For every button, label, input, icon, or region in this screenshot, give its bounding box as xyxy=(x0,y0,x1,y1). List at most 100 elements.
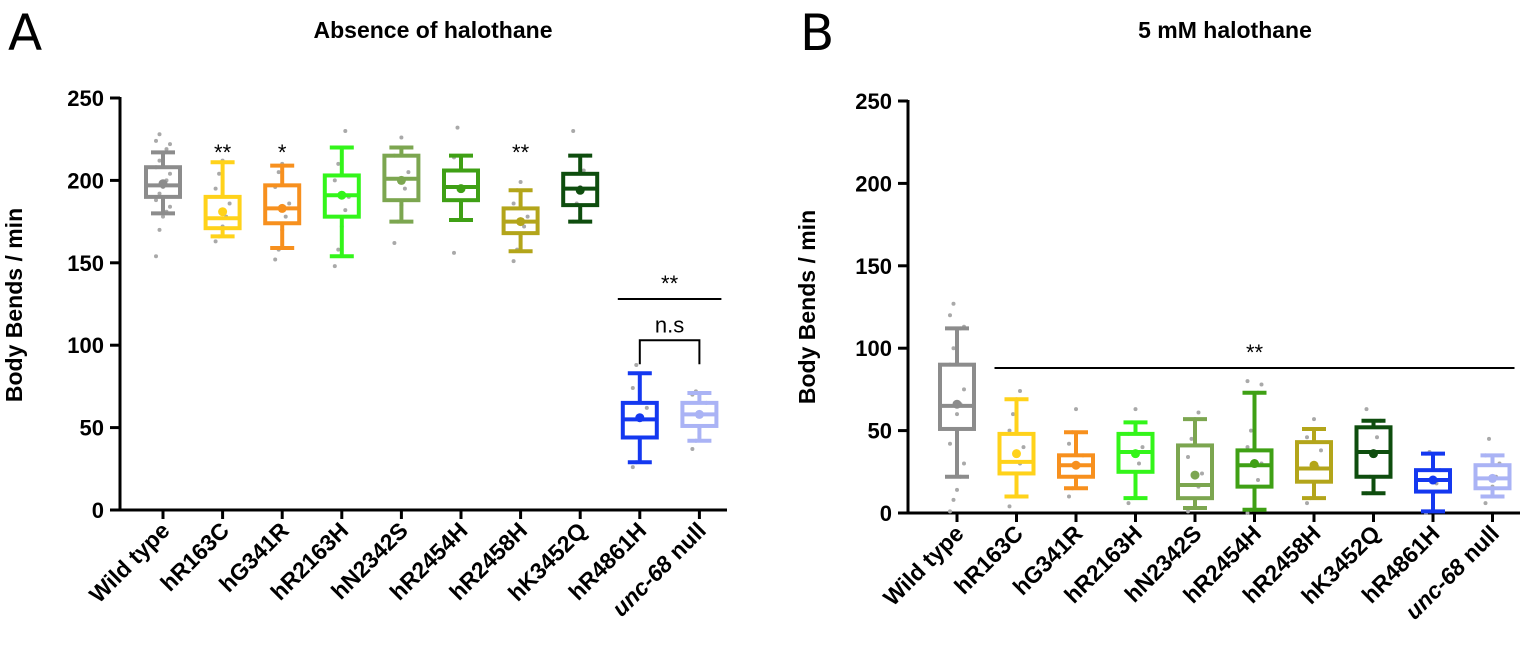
y-tick-label: 100 xyxy=(67,333,104,358)
data-point xyxy=(452,250,456,255)
data-point xyxy=(630,386,635,391)
panel-letter-b: B xyxy=(800,4,834,62)
data-point xyxy=(157,158,162,163)
y-tick-label: 200 xyxy=(67,168,104,193)
data-point xyxy=(951,497,956,502)
y-tick-label: 250 xyxy=(855,89,892,114)
box-iqr xyxy=(997,431,1036,476)
data-point xyxy=(402,186,407,191)
data-point xyxy=(1249,428,1253,433)
data-point xyxy=(161,214,165,219)
box-mean xyxy=(277,203,287,213)
significance-label: n.s xyxy=(655,312,684,337)
data-point xyxy=(343,208,348,213)
significance-bracket xyxy=(638,339,701,365)
data-point xyxy=(948,509,952,514)
data-point xyxy=(1256,478,1260,483)
box-mean xyxy=(1190,470,1200,480)
y-tick-label: 150 xyxy=(855,254,892,279)
data-point xyxy=(511,201,516,206)
y-tick-label: 0 xyxy=(92,498,104,523)
data-point xyxy=(634,362,639,367)
data-point xyxy=(581,168,586,173)
data-point xyxy=(332,264,337,269)
significance-label: ** xyxy=(661,271,679,296)
data-point xyxy=(287,201,292,206)
data-point xyxy=(1074,407,1078,412)
data-point xyxy=(525,214,530,219)
box-mean xyxy=(337,190,347,200)
data-point xyxy=(1245,445,1250,450)
data-point xyxy=(1140,445,1145,450)
data-point xyxy=(1487,436,1491,441)
box-mean xyxy=(456,184,466,194)
data-point xyxy=(511,259,516,264)
data-point xyxy=(1189,436,1194,441)
data-point xyxy=(336,247,341,252)
box-iqr xyxy=(1295,440,1333,484)
significance-label: ** xyxy=(214,140,232,165)
data-point xyxy=(1133,407,1138,412)
data-point xyxy=(1007,504,1012,509)
data-point xyxy=(217,171,222,176)
panel-b: B 5 mM halothane Body Bends / min 0 50 100… xyxy=(794,4,1520,624)
data-point xyxy=(168,204,172,209)
data-point xyxy=(1483,501,1488,506)
box-mean xyxy=(218,207,228,217)
data-point xyxy=(336,161,341,166)
data-point xyxy=(455,125,460,130)
box-iqr xyxy=(938,362,976,431)
panel-letter-a: A xyxy=(8,4,42,62)
data-point xyxy=(955,412,959,417)
box-mean xyxy=(1369,449,1378,459)
data-point xyxy=(951,301,956,306)
box-iqr xyxy=(1235,448,1274,489)
data-point xyxy=(644,405,649,410)
data-point xyxy=(1305,501,1309,506)
y-tick-label: 150 xyxy=(67,251,104,276)
data-point xyxy=(213,186,218,191)
data-point xyxy=(332,178,337,183)
data-point xyxy=(1186,454,1190,459)
data-point xyxy=(1196,410,1201,415)
y-tick-label: 250 xyxy=(67,86,104,111)
data-point xyxy=(948,313,952,318)
y-tick-label: 0 xyxy=(880,501,892,526)
data-point xyxy=(1305,435,1309,440)
y-axis-label-a: Body Bends / min xyxy=(1,208,27,402)
data-point xyxy=(154,198,158,203)
x-category-label: Wild type xyxy=(878,520,969,611)
data-point xyxy=(951,346,956,351)
data-point xyxy=(1200,471,1204,476)
box-mean xyxy=(575,185,585,195)
box-mean xyxy=(1250,459,1259,469)
data-point xyxy=(157,191,162,196)
data-point xyxy=(962,387,966,392)
box-mean xyxy=(158,179,168,189)
y-tick-label: 200 xyxy=(855,171,892,196)
data-point xyxy=(948,441,952,446)
panel-a: A Absence of halothane Body Bends / min … xyxy=(1,4,727,621)
data-point xyxy=(273,257,278,262)
box-mean xyxy=(1012,449,1021,459)
data-point xyxy=(690,447,695,452)
box-mean xyxy=(516,217,526,227)
data-point xyxy=(1312,417,1316,422)
box-mean xyxy=(635,413,645,423)
data-point xyxy=(1375,435,1379,440)
significance-label: ** xyxy=(1246,340,1264,365)
data-point xyxy=(1364,407,1369,412)
data-point xyxy=(168,142,172,147)
data-point xyxy=(276,170,281,175)
box-mean xyxy=(694,409,704,419)
data-point xyxy=(1319,448,1323,453)
data-point xyxy=(1245,511,1250,515)
data-point xyxy=(154,254,158,259)
significance-label: ** xyxy=(512,140,530,165)
chart-title-b: 5 mM halothane xyxy=(1138,17,1312,43)
significance-label: * xyxy=(278,140,287,165)
y-tick-label: 50 xyxy=(80,416,104,441)
y-tick-label: 100 xyxy=(855,336,892,361)
data-point xyxy=(168,171,172,176)
data-point xyxy=(406,170,411,175)
